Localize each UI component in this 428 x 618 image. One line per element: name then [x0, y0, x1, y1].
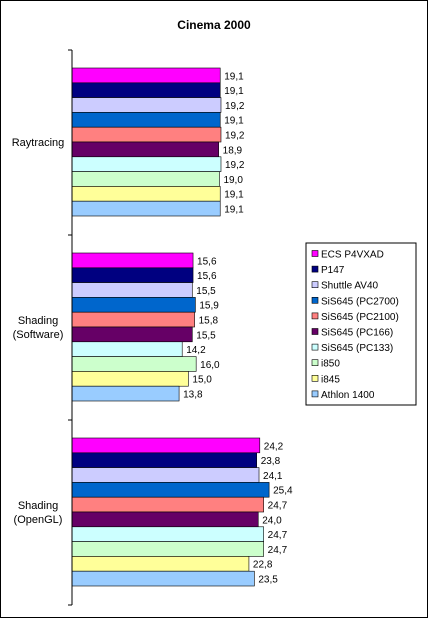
value-label: 15,8 — [199, 316, 219, 327]
legend-entry: P147 — [321, 265, 345, 276]
bar — [71, 67, 221, 84]
bar — [71, 541, 264, 557]
bar — [71, 385, 180, 402]
value-label: 19,2 — [225, 101, 245, 112]
value-label: 19,1 — [224, 205, 244, 216]
bar — [71, 326, 193, 343]
legend-entry: SiS645 (PC133) — [321, 343, 393, 354]
legend-swatch — [311, 296, 319, 304]
legend-swatch — [311, 359, 319, 367]
bar — [71, 186, 221, 202]
bar — [71, 482, 270, 498]
chart-title: Cinema 2000 — [177, 18, 251, 32]
bar — [71, 311, 195, 328]
value-label: 19,1 — [224, 71, 244, 82]
bar — [71, 112, 221, 128]
value-label: 16,0 — [200, 360, 220, 371]
value-label: 19,1 — [224, 190, 244, 201]
bar — [71, 496, 264, 513]
value-label: 15,5 — [196, 286, 216, 297]
category-label: Raytracing — [12, 137, 65, 149]
legend-entry: SiS645 (PC2100) — [321, 312, 399, 323]
bar — [71, 556, 250, 572]
bar — [71, 252, 194, 269]
bar — [71, 526, 264, 542]
bar — [71, 97, 222, 113]
value-label: 15,9 — [199, 301, 219, 312]
bar — [71, 156, 222, 172]
bar — [71, 282, 193, 298]
legend-entry: i850 — [321, 359, 340, 370]
value-label: 19,0 — [223, 175, 243, 186]
legend-entry: SiS645 (PC166) — [321, 328, 393, 339]
bar — [71, 467, 260, 483]
value-label: 24,7 — [268, 530, 288, 541]
legend-swatch — [311, 328, 319, 335]
bar — [71, 126, 222, 143]
value-label: 13,8 — [183, 390, 203, 401]
value-label: 15,6 — [197, 256, 217, 267]
legend-entry: Athlon 1400 — [321, 390, 375, 401]
legend-swatch — [311, 374, 319, 382]
bar — [71, 200, 221, 217]
value-label: 18,9 — [223, 145, 243, 156]
category-label: Shading (OpenGL) — [14, 500, 63, 526]
value-label: 24,1 — [263, 471, 283, 482]
value-label: 23,5 — [258, 575, 278, 586]
legend-swatch — [311, 343, 319, 351]
bar — [71, 452, 257, 468]
value-label: 19,1 — [224, 86, 244, 97]
bar — [71, 511, 259, 528]
bar — [71, 141, 219, 158]
value-label: 22,8 — [253, 560, 273, 571]
value-label: 23,8 — [261, 456, 281, 467]
category-label: Shading (Software) — [13, 315, 64, 341]
bar — [71, 371, 189, 387]
bar — [71, 356, 197, 372]
value-label: 24,0 — [262, 515, 282, 526]
value-label: 24,7 — [268, 501, 288, 512]
bar — [71, 297, 196, 313]
value-label: 24,7 — [268, 545, 288, 556]
bar — [71, 570, 255, 587]
value-label: 19,2 — [225, 131, 245, 142]
legend — [305, 242, 417, 406]
legend-entry: SiS645 (PC2700) — [321, 296, 399, 307]
legend-swatch — [311, 390, 319, 398]
bar — [71, 267, 194, 283]
legend-swatch — [311, 265, 319, 273]
value-label: 14,2 — [186, 345, 206, 356]
value-label: 24,2 — [264, 441, 284, 452]
bar — [71, 341, 183, 357]
bar — [71, 82, 221, 98]
legend-swatch — [311, 281, 319, 289]
legend-entry: i845 — [321, 374, 340, 385]
legend-swatch — [311, 312, 319, 320]
value-label: 15,6 — [197, 271, 217, 282]
bar — [71, 171, 220, 187]
bar — [71, 437, 261, 454]
value-label: 19,1 — [224, 116, 244, 127]
legend-entry: Shuttle AV40 — [321, 281, 379, 292]
value-label: 15,5 — [196, 330, 216, 341]
value-label: 25,4 — [273, 486, 293, 497]
legend-entry: ECS P4VXAD — [321, 250, 384, 261]
value-label: 19,2 — [225, 160, 245, 171]
legend-swatch — [311, 250, 319, 257]
value-label: 15,0 — [192, 375, 212, 386]
